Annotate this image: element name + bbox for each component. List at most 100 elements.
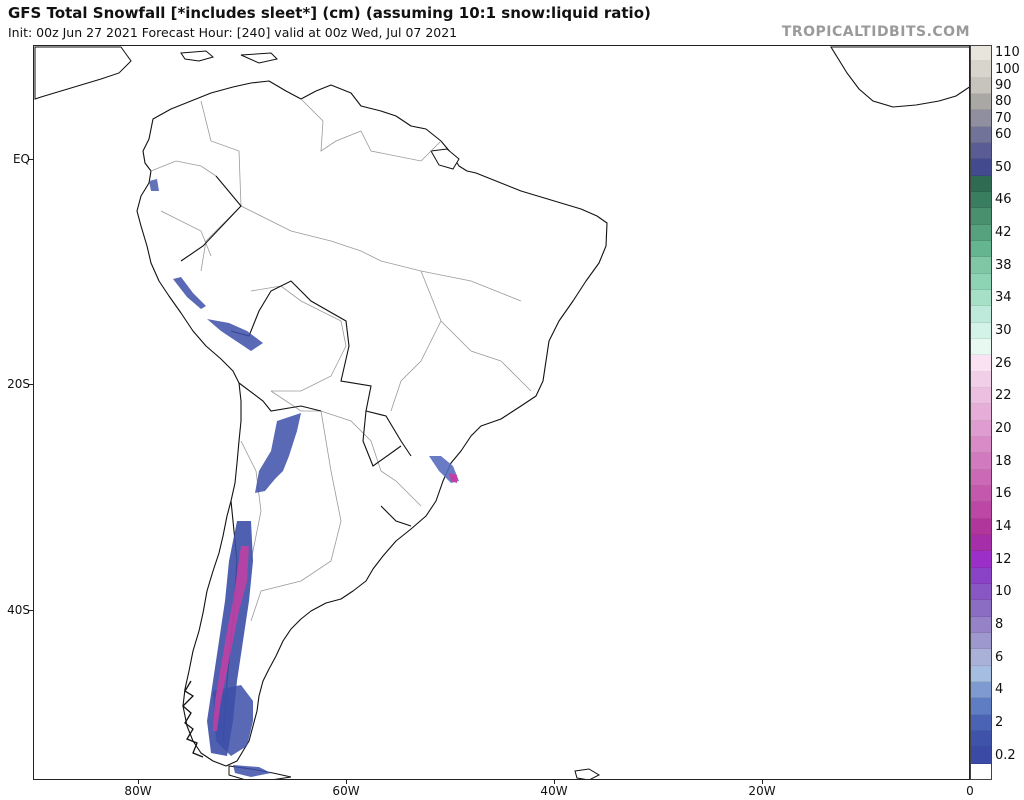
colorbar-label: 42 <box>995 224 1012 240</box>
colorbar-swatch <box>970 665 992 682</box>
snow-band-ecuador <box>149 179 159 191</box>
lat-tick-20s <box>29 384 33 385</box>
colorbar-label: 38 <box>995 257 1012 273</box>
brand-watermark: TROPICALTIDBITS.COM <box>781 24 970 40</box>
colorbar-label: 8 <box>995 616 1004 632</box>
colorbar-swatch <box>970 747 992 764</box>
colorbar-swatch <box>970 420 992 437</box>
colorbar-label: 60 <box>995 126 1012 142</box>
snowfall-shading <box>149 179 459 777</box>
colorbar-label: 30 <box>995 322 1012 338</box>
colorbar-swatch <box>970 45 992 62</box>
colorbar-swatch <box>970 551 992 568</box>
colorbar-swatch <box>970 339 992 356</box>
colorbar-swatch <box>970 453 992 470</box>
colorbar-swatch <box>970 355 992 372</box>
colorbar-label: 22 <box>995 388 1012 404</box>
colorbar-swatch <box>970 600 992 617</box>
lat-label-eq: EQ <box>12 152 30 166</box>
map-canvas <box>34 46 969 779</box>
snowfall-colorbar: 110 100 90 80 70 60 50 46 42 38 34 30 26 22 20 18 16 14 12… <box>970 45 1020 780</box>
colorbar-label: 18 <box>995 453 1012 469</box>
colorbar-swatch <box>970 273 992 290</box>
lat-label-20s: 20S <box>7 377 30 391</box>
snow-band-tierra-del-fuego <box>233 765 271 777</box>
colorbar-swatch <box>970 633 992 650</box>
lon-label-0: 0 <box>966 784 974 798</box>
snow-heavy-andes <box>213 546 249 731</box>
colorbar-label: 20 <box>995 420 1012 436</box>
colorbar-swatch <box>970 404 992 421</box>
colorbar-label: 10 <box>995 584 1012 600</box>
colorbar-swatch <box>970 208 992 225</box>
colorbar-swatch <box>970 110 992 127</box>
colorbar-swatch <box>970 94 992 111</box>
colorbar-swatch <box>970 290 992 307</box>
colorbar-label: 6 <box>995 649 1004 665</box>
colorbar-swatch <box>970 567 992 584</box>
lon-label-20w: 20W <box>748 784 776 798</box>
colorbar-label: 14 <box>995 518 1012 534</box>
lon-label-60w: 60W <box>332 784 360 798</box>
colorbar-swatch <box>970 371 992 388</box>
colorbar-swatch <box>970 241 992 258</box>
colorbar-label: 26 <box>995 355 1012 371</box>
colorbar-label: 80 <box>995 94 1012 110</box>
colorbar-swatch <box>970 159 992 176</box>
colorbar-swatch <box>970 192 992 209</box>
africa-coast <box>830 46 969 108</box>
colorbar-swatch <box>970 502 992 519</box>
colorbar-swatch <box>970 682 992 699</box>
colorbar-label: 16 <box>995 486 1012 502</box>
colorbar-swatch <box>970 126 992 143</box>
south-america-coastline <box>136 80 608 767</box>
snow-band-bolivia-argentina <box>255 413 301 493</box>
snow-band-patagonia <box>213 685 253 756</box>
lon-tick-20w <box>762 780 763 784</box>
colorbar-label: 100 <box>995 61 1020 77</box>
colorbar-swatch <box>970 257 992 274</box>
snow-band-peru <box>173 277 206 309</box>
caribbean-islands <box>180 50 278 64</box>
map-title: GFS Total Snowfall [*includes sleet*] (c… <box>8 4 651 22</box>
colorbar-label: 0.2 <box>995 747 1016 763</box>
colorbar-swatch <box>970 437 992 454</box>
colorbar-label: 110 <box>995 45 1020 61</box>
lon-tick-40w <box>554 780 555 784</box>
lat-tick-40s <box>29 610 33 611</box>
colorbar-label: 4 <box>995 682 1004 698</box>
central-america-coast <box>34 46 132 100</box>
colorbar-swatch <box>970 306 992 323</box>
colorbar-swatch <box>970 535 992 552</box>
colorbar-label: 50 <box>995 159 1012 175</box>
marajo-island <box>430 148 460 170</box>
colorbar-border <box>970 45 992 780</box>
snow-heavy-south-brazil <box>449 473 457 483</box>
map-subtitle: Init: 00z Jun 27 2021 Forecast Hour: [24… <box>8 25 458 40</box>
lon-tick-80w <box>138 780 139 784</box>
colorbar-swatch <box>970 61 992 78</box>
colorbar-swatch <box>970 714 992 731</box>
lon-label-40w: 40W <box>540 784 568 798</box>
colorbar-swatch <box>970 77 992 94</box>
country-borders <box>150 98 532 622</box>
snow-band-peru-south <box>207 319 263 351</box>
colorbar-swatch <box>970 649 992 666</box>
colorbar-swatch <box>970 322 992 339</box>
colorbar-label: 46 <box>995 192 1012 208</box>
colorbar-label: 70 <box>995 110 1012 126</box>
lat-tick-eq <box>29 159 33 160</box>
colorbar-swatch <box>970 584 992 601</box>
colorbar-label: 2 <box>995 714 1004 730</box>
colorbar-label: 12 <box>995 551 1012 567</box>
lon-tick-60w <box>346 780 347 784</box>
colorbar-swatch <box>970 731 992 748</box>
colorbar-swatch <box>970 175 992 192</box>
chile-fjords <box>182 680 204 758</box>
colorbar-swatch <box>970 486 992 503</box>
colorbar-swatch <box>970 224 992 241</box>
falkland-islands <box>574 768 601 779</box>
colorbar-label: 34 <box>995 290 1012 306</box>
colorbar-swatch <box>970 518 992 535</box>
snowfall-map <box>33 45 970 780</box>
